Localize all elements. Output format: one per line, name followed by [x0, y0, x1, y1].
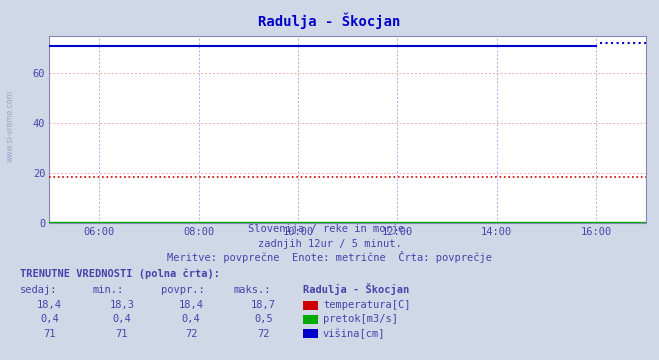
- Text: 72: 72: [258, 329, 270, 339]
- Text: TRENUTNE VREDNOSTI (polna črta):: TRENUTNE VREDNOSTI (polna črta):: [20, 269, 219, 279]
- Text: pretok[m3/s]: pretok[m3/s]: [323, 314, 398, 324]
- Text: 18,4: 18,4: [179, 300, 204, 310]
- Text: 0,4: 0,4: [40, 314, 59, 324]
- Text: temperatura[C]: temperatura[C]: [323, 300, 411, 310]
- Text: 18,7: 18,7: [251, 300, 276, 310]
- Text: Radulja - Škocjan: Radulja - Škocjan: [258, 13, 401, 29]
- Text: 0,5: 0,5: [254, 314, 273, 324]
- Text: 18,4: 18,4: [37, 300, 62, 310]
- Text: Radulja - Škocjan: Radulja - Škocjan: [303, 283, 409, 296]
- Text: Slovenija / reke in morje.: Slovenija / reke in morje.: [248, 224, 411, 234]
- Text: višina[cm]: višina[cm]: [323, 328, 386, 339]
- Text: 71: 71: [43, 329, 55, 339]
- Text: zadnjih 12ur / 5 minut.: zadnjih 12ur / 5 minut.: [258, 239, 401, 249]
- Text: povpr.:: povpr.:: [161, 285, 205, 296]
- Text: min.:: min.:: [92, 285, 123, 296]
- Text: Meritve: povprečne  Enote: metrične  Črta: povprečje: Meritve: povprečne Enote: metrične Črta:…: [167, 251, 492, 263]
- Text: 72: 72: [185, 329, 197, 339]
- Text: www.si-vreme.com: www.si-vreme.com: [5, 90, 14, 162]
- Text: maks.:: maks.:: [234, 285, 272, 296]
- Text: 0,4: 0,4: [182, 314, 200, 324]
- Text: sedaj:: sedaj:: [20, 285, 57, 296]
- Text: 71: 71: [116, 329, 128, 339]
- Text: 18,3: 18,3: [109, 300, 134, 310]
- Text: 0,4: 0,4: [113, 314, 131, 324]
